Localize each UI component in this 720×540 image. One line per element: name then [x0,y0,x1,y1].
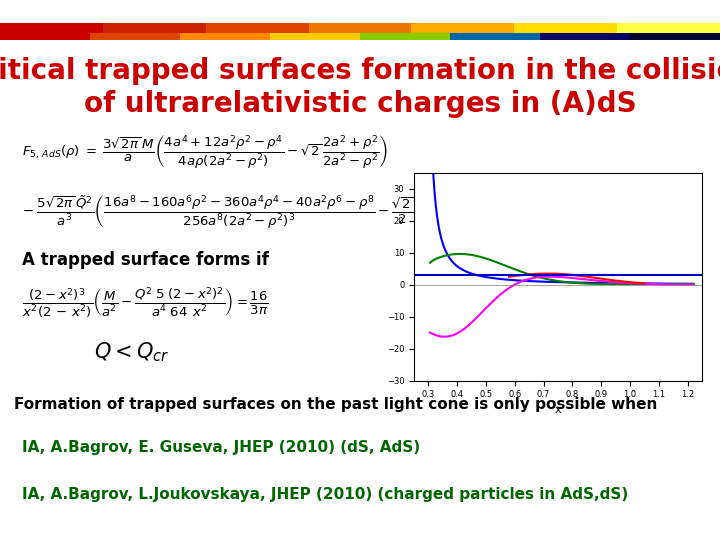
Text: $Q < Q_{cr}$: $Q < Q_{cr}$ [94,341,169,364]
Bar [103,23,206,33]
Bar [617,23,720,33]
Bar [360,33,450,40]
X-axis label: x: x [554,405,562,415]
Text: $-\;\dfrac{5\sqrt{2\pi}\,\tilde{Q}^2}{a^3}\left(\dfrac{16a^8-160a^6\rho^2-360a^4: $-\;\dfrac{5\sqrt{2\pi}\,\tilde{Q}^2}{a^… [22,194,481,231]
Text: IA, A.Bagrov, E. Guseva, JHEP (2010) (dS, AdS): IA, A.Bagrov, E. Guseva, JHEP (2010) (dS… [22,440,420,455]
Bar [90,33,180,40]
Bar [411,23,514,33]
Text: Formation of trapped surfaces on the past light cone is only possible when: Formation of trapped surfaces on the pas… [14,397,658,413]
Bar [450,33,540,40]
Bar [270,33,360,40]
Bar [206,23,309,33]
Text: A trapped surface forms if: A trapped surface forms if [22,251,269,269]
Text: IA, A.Bagrov, L.Joukovskaya, JHEP (2010) (charged particles in AdS,dS): IA, A.Bagrov, L.Joukovskaya, JHEP (2010)… [22,488,628,503]
Text: Critical trapped surfaces formation in the collision
of ultrarelativistic charge: Critical trapped surfaces formation in t… [0,57,720,118]
Bar [180,33,270,40]
Bar [0,23,103,33]
Text: $F_{5,\,AdS}(\rho)\;=\;\dfrac{3\sqrt{2\pi}\,M}{a}\left(\dfrac{4a^4+12a^2\rho^2-\: $F_{5,\,AdS}(\rho)\;=\;\dfrac{3\sqrt{2\p… [22,134,388,171]
Bar [540,33,630,40]
Bar [0,33,90,40]
Bar [309,23,411,33]
Bar [630,33,720,40]
Bar [514,23,617,33]
Text: $\dfrac{(2-x^2)^3}{x^2(2\,-\,x^2)}\left(\dfrac{M}{a^2}-\dfrac{Q^2\;5\;(2-x^2)^2}: $\dfrac{(2-x^2)^3}{x^2(2\,-\,x^2)}\left(… [22,285,268,320]
